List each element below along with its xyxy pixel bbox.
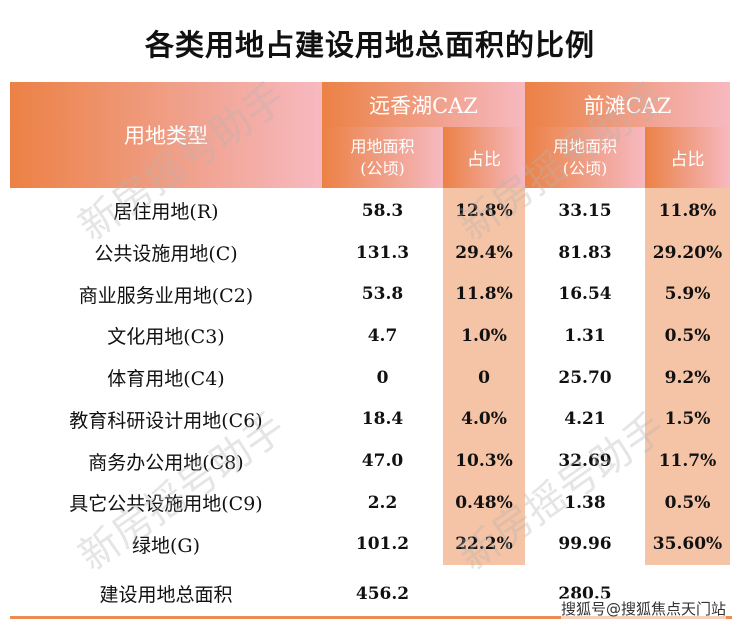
cell-a1: 101.2 [355, 534, 410, 555]
cell-type: 具它公共设施用地(C9) [69, 493, 263, 516]
header-land-type: 用地类型 [10, 82, 322, 188]
cell-r2: 11.8% [658, 200, 717, 221]
cell-a1: 4.7 [367, 325, 398, 346]
cell-a2: 4.21 [564, 409, 606, 430]
header-group-qiantan: 前滩CAZ [525, 82, 730, 127]
cell-a2: 81.83 [558, 242, 612, 263]
cell-a1: 0 [376, 367, 389, 388]
cell-a1: 456.2 [355, 583, 410, 604]
cell-type: 文化用地(C3) [107, 326, 225, 349]
cell-r2: 0.5% [664, 325, 711, 346]
cell-r1: 0.48% [455, 492, 513, 513]
cell-a2: 1.38 [564, 492, 606, 513]
cell-r1: 11.8% [455, 284, 513, 305]
cell-r2: 1.5% [664, 409, 711, 430]
header-group-yuanxianghu: 远香湖CAZ [322, 82, 525, 127]
page-title: 各类用地占建设用地总面积的比例 [144, 28, 595, 62]
cell-a1: 53.8 [361, 284, 404, 305]
cell-r2: 9.2% [664, 367, 711, 388]
cell-a1: 18.4 [361, 409, 404, 430]
ratio-column-fill-1 [443, 188, 525, 565]
cell-r2: 29.20% [652, 242, 723, 263]
cell-r1: 4.0% [461, 409, 507, 430]
cell-r2: 11.7% [658, 451, 717, 472]
cell-type: 公共设施用地(C) [94, 243, 238, 266]
header-area-1: 用地面积 (公顷) [322, 127, 443, 188]
header-ratio-2: 占比 [645, 127, 730, 188]
cell-a1: 58.3 [361, 200, 404, 221]
cell-a2: 33.15 [558, 200, 612, 221]
header-area-2: 用地面积 (公顷) [525, 127, 645, 188]
bottom-rule [10, 616, 732, 619]
cell-a1: 47.0 [361, 451, 404, 472]
cell-r1: 1.0% [461, 325, 507, 346]
source-credit: 搜狐号@搜狐焦点天门站 [560, 598, 726, 619]
cell-r2: 0.5% [664, 492, 711, 513]
cell-type: 居住用地(R) [113, 201, 219, 224]
cell-type: 商务办公用地(C8) [88, 451, 244, 474]
cell-type: 体育用地(C4) [107, 368, 225, 391]
cell-r1: 22.2% [455, 534, 513, 555]
cell-type: 建设用地总面积 [99, 584, 233, 607]
cell-r1: 0 [478, 367, 490, 388]
cell-a2: 25.70 [558, 367, 612, 388]
cell-type: 教育科研设计用地(C6) [69, 409, 263, 432]
cell-type: 绿地(G) [131, 534, 200, 557]
cell-r1: 29.4% [455, 242, 513, 263]
cell-a2: 99.96 [558, 534, 612, 555]
cell-r2: 5.9% [664, 284, 711, 305]
header-ratio-1: 占比 [443, 127, 525, 188]
cell-r2: 35.60% [652, 534, 723, 555]
cell-a2: 16.54 [558, 284, 612, 305]
cell-a1: 131.3 [355, 242, 410, 263]
cell-a2: 32.69 [558, 451, 612, 472]
ratio-column-fill-2 [645, 188, 730, 565]
cell-r1: 12.8% [455, 200, 513, 221]
cell-type: 商业服务业用地(C2) [78, 284, 254, 307]
cell-r1: 10.3% [455, 451, 513, 472]
cell-a1: 2.2 [367, 492, 398, 513]
cell-a2: 1.31 [564, 325, 606, 346]
